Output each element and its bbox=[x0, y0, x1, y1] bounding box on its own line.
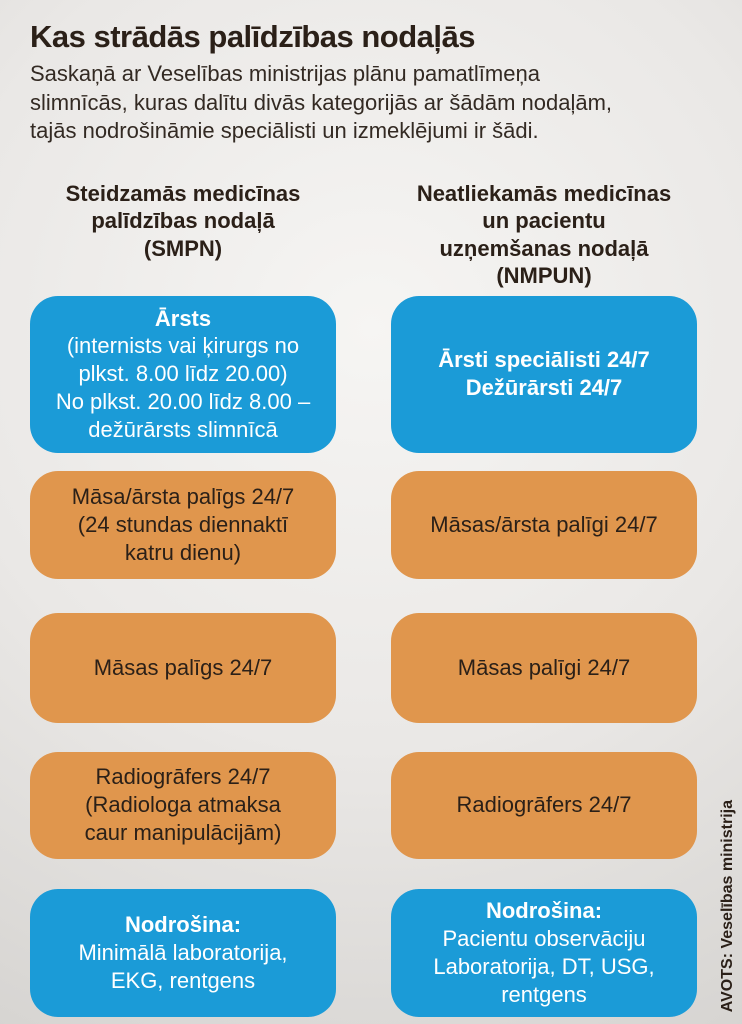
row-nurse-assistants: Māsa/ārsta palīgs 24/7 (24 stundas dienn… bbox=[30, 470, 712, 579]
box-nmpun-nurse-aides: Māsas palīgi 24/7 bbox=[391, 612, 697, 723]
box-smpn-doctor: Ārsts (internists vai ķirurgs no plkst. … bbox=[30, 295, 336, 453]
box-nmpun-doctors: Ārsti speciālisti 24/7 Dežūrārsti 24/7 bbox=[391, 295, 697, 453]
box-smpn-doctor-title: Ārsts bbox=[154, 305, 212, 331]
page-subtitle: Saskaņā ar Veselības ministrijas plānu p… bbox=[30, 61, 613, 144]
box-smpn-provides: Nodrošina: Minimālā laboratorija, EKG, r… bbox=[30, 888, 336, 1017]
box-nmpun-doctors-title: Ārsti speciālisti 24/7 Dežūrārsti 24/7 bbox=[438, 347, 650, 401]
column-headers: Steidzamās medicīnas palīdzības nodaļā (… bbox=[30, 180, 712, 290]
box-nmpun-radiographer: Radiogrāfers 24/7 bbox=[391, 751, 697, 859]
row-doctors: Ārsts (internists vai ķirurgs no plkst. … bbox=[30, 295, 712, 453]
box-nmpun-nurse-assistants-body: Māsas/ārsta palīgi 24/7 bbox=[430, 511, 658, 537]
box-nmpun-nurse-assistants: Māsas/ārsta palīgi 24/7 bbox=[391, 470, 697, 579]
page-title: Kas strādās palīdzības nodaļās bbox=[30, 19, 476, 54]
box-smpn-nurse-aide-body: Māsas palīgs 24/7 bbox=[93, 654, 273, 680]
box-nmpun-provides-body: Pacientu observāciju Laboratorija, DT, U… bbox=[433, 925, 655, 1007]
row-nurse-aides: Māsas palīgs 24/7 Māsas palīgi 24/7 bbox=[30, 612, 712, 723]
box-smpn-nurse-assistant-body: Māsa/ārsta palīgs 24/7 (24 stundas dienn… bbox=[71, 483, 295, 565]
box-smpn-nurse-aide: Māsas palīgs 24/7 bbox=[30, 612, 336, 723]
row-radiographers: Radiogrāfers 24/7 (Radiologa atmaksa cau… bbox=[30, 751, 712, 859]
box-nmpun-radiographer-body: Radiogrāfers 24/7 bbox=[456, 792, 632, 818]
box-smpn-radiographer: Radiogrāfers 24/7 (Radiologa atmaksa cau… bbox=[30, 751, 336, 859]
box-nmpun-provides: Nodrošina: Pacientu observāciju Laborato… bbox=[391, 888, 697, 1017]
column-header-smpn: Steidzamās medicīnas palīdzības nodaļā (… bbox=[65, 180, 301, 261]
box-smpn-provides-title: Nodrošina: bbox=[124, 911, 242, 937]
column-header-nmpun: Neatliekamās medicīnas un pacientu uzņem… bbox=[416, 180, 672, 289]
box-smpn-nurse-assistant: Māsa/ārsta palīgs 24/7 (24 stundas dienn… bbox=[30, 470, 336, 579]
box-nmpun-nurse-aides-body: Māsas palīgi 24/7 bbox=[457, 654, 631, 680]
box-nmpun-provides-title: Nodrošina: bbox=[485, 897, 603, 923]
row-provides: Nodrošina: Minimālā laboratorija, EKG, r… bbox=[30, 888, 712, 1017]
box-smpn-radiographer-body: Radiogrāfers 24/7 (Radiologa atmaksa cau… bbox=[84, 764, 282, 846]
box-smpn-provides-body: Minimālā laboratorija, EKG, rentgens bbox=[78, 939, 288, 993]
source-credit: AVOTS: Veselības ministrija bbox=[719, 799, 736, 1012]
box-smpn-doctor-body: (internists vai ķirurgs no plkst. 8.00 l… bbox=[55, 333, 311, 443]
